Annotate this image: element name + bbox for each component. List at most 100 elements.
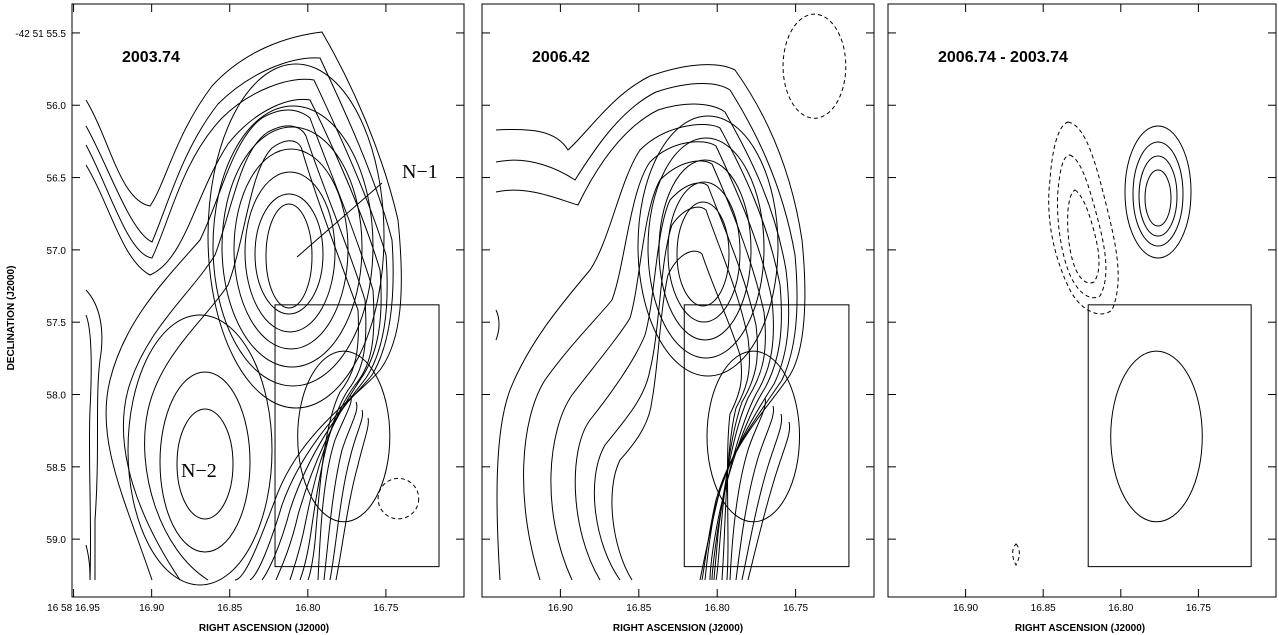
contour [1138, 155, 1178, 237]
y-tick-label: 58.5 [47, 463, 67, 474]
x-tick-label: 16.80 [295, 603, 320, 614]
y-tick-label: -42 51 55.5 [15, 29, 66, 40]
contour [735, 405, 775, 581]
contour [335, 417, 369, 581]
contour [254, 193, 324, 315]
panel-2-contours [495, 13, 847, 581]
y-tick-label: 58.0 [47, 391, 67, 402]
y-tick-label: 56.5 [47, 174, 67, 185]
contour [144, 140, 359, 581]
panel-3-contours [1012, 121, 1192, 567]
x-tick-label: 16.75 [783, 603, 808, 614]
x-tick-label: 16.90 [953, 603, 978, 614]
contour [495, 309, 500, 341]
negative-contour [1067, 189, 1100, 284]
negative-contour [377, 477, 420, 520]
contour [85, 544, 91, 581]
contour [127, 314, 273, 586]
panel-3-x-axis-label: RIGHT ASCENSION (J2000) [1015, 623, 1145, 634]
contour [85, 314, 92, 581]
contour [593, 206, 750, 581]
panel-2-inset-box [683, 304, 850, 568]
panel-2-x-axis-label: RIGHT ASCENSION (J2000) [613, 623, 743, 634]
contour [658, 159, 752, 341]
contour [495, 83, 798, 581]
x-tick-label: 16.75 [1186, 603, 1211, 614]
contour [637, 115, 779, 377]
x-tick-label: 16.85 [217, 603, 242, 614]
contour [159, 371, 251, 553]
panel-1-frame [71, 3, 465, 598]
contour [212, 105, 374, 387]
panel-1-beam-ellipse [297, 350, 391, 523]
contour [265, 203, 313, 309]
panel-2-epoch-label: 2006.42 [532, 49, 590, 66]
contour [323, 401, 358, 581]
x-tick-label: 16.75 [373, 603, 398, 614]
negative-contour [1048, 121, 1119, 315]
panel-3-beam-ellipse [1110, 350, 1203, 523]
contour [523, 141, 774, 581]
contour [741, 413, 783, 581]
contour [729, 397, 766, 581]
panel-1: 2003.74 RIGHT ASCENSION (J2000) 16 58 16… [15, 3, 465, 634]
x-tick-label: 16.85 [626, 603, 651, 614]
contour [647, 137, 765, 359]
contour [1124, 125, 1192, 259]
panel-3: 2006.74 - 2003.74 RIGHT ASCENSION (J2000… [887, 3, 1277, 634]
contour [221, 126, 363, 368]
contour [329, 409, 364, 581]
contour [496, 123, 782, 581]
contour [85, 57, 394, 581]
contour [244, 171, 336, 333]
negative-contour [782, 13, 847, 119]
contour [105, 109, 375, 581]
source-n1-leader-line [296, 182, 383, 258]
contour [317, 394, 352, 581]
x-tick-label: 16.80 [1108, 603, 1133, 614]
panel-3-inset-box [1087, 304, 1252, 568]
panel-1-epoch-label: 2003.74 [122, 49, 180, 66]
contour [233, 148, 349, 350]
x-tick-label: 16.85 [1031, 603, 1056, 614]
panel-3-ticks: 16.90 16.85 16.80 16.75 [888, 4, 1276, 614]
panel-2-frame [481, 3, 875, 598]
negative-contour [1012, 543, 1020, 567]
source-label-n2: N−2 [181, 460, 217, 482]
panel-3-epoch-label: 2006.74 - 2003.74 [938, 49, 1068, 66]
contour [122, 125, 367, 581]
x-tick-label: 16.80 [705, 603, 730, 614]
contour [747, 421, 791, 581]
contour [1132, 141, 1184, 247]
panel-2: 2006.42 RIGHT ASCENSION (J2000) 16.90 16.… [481, 3, 875, 634]
panel-1-ticks: 16 58 16.95 16.90 16.85 16.80 16.75 -42 51 55… [15, 4, 464, 614]
contour [611, 250, 743, 581]
source-label-n1: N−1 [402, 161, 438, 183]
contour [85, 78, 388, 581]
contour [85, 98, 382, 581]
panel-1-x-axis-label: RIGHT ASCENSION (J2000) [199, 623, 329, 634]
contour [176, 408, 234, 520]
contour [207, 63, 385, 409]
panel-1-contours: N−1 N−2 [85, 31, 438, 586]
y-tick-label: 57.0 [47, 246, 67, 257]
contour [85, 289, 103, 580]
y-tick-label: 56.0 [47, 101, 67, 112]
y-axis-label: DECLINATION (J2000) [6, 266, 17, 371]
contour [85, 31, 402, 581]
panel-3-frame [887, 3, 1277, 598]
panel-2-ticks: 16.90 16.85 16.80 16.75 [482, 4, 874, 614]
x-tick-label: 16 58 16.95 [47, 603, 100, 614]
x-tick-label: 16.90 [548, 603, 573, 614]
contour [1144, 169, 1172, 227]
contour [550, 160, 766, 581]
panel-2-beam-ellipse [706, 350, 801, 523]
contour [574, 182, 758, 581]
x-tick-label: 16.90 [139, 603, 164, 614]
y-tick-label: 59.0 [47, 535, 67, 546]
contour [667, 181, 741, 323]
y-tick-label: 57.5 [47, 318, 67, 329]
contour [676, 201, 730, 307]
panel-1-inset-box [274, 304, 440, 568]
